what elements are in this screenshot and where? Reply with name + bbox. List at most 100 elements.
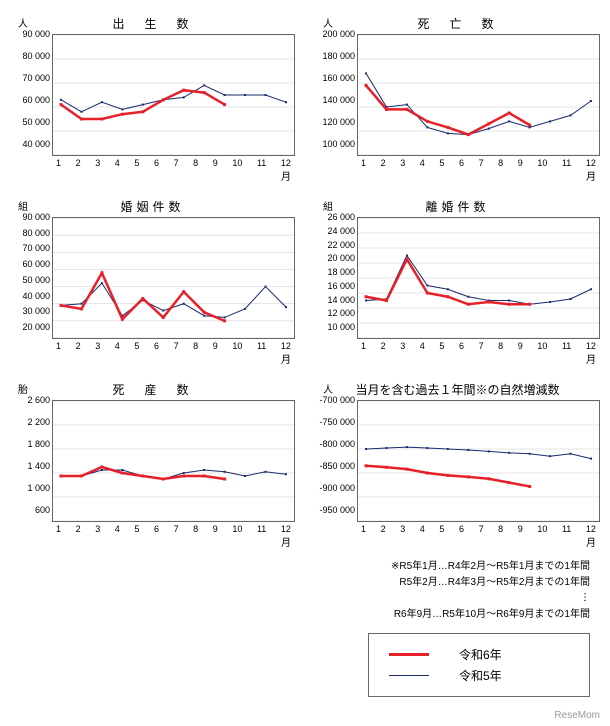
x-tick: 7 (174, 158, 179, 168)
y-tick: 16 000 (315, 281, 355, 291)
chart-area (357, 400, 600, 522)
y-tick: 12 000 (315, 308, 355, 318)
x-tick: 1 (361, 158, 366, 168)
chart-area (52, 217, 295, 339)
x-tick: 5 (134, 158, 139, 168)
y-tick: 40 000 (10, 291, 50, 301)
x-tick: 4 (420, 158, 425, 168)
x-tick: 9 (213, 158, 218, 168)
x-tick: 11 (562, 341, 571, 351)
y-tick: 10 000 (315, 322, 355, 332)
y-tick: 1 800 (10, 439, 50, 449)
y-tick: 180 000 (315, 51, 355, 61)
x-tick: 6 (459, 524, 464, 534)
x-tick: 8 (498, 158, 503, 168)
x-tick: 5 (439, 158, 444, 168)
x-tick: 1 (56, 341, 61, 351)
unit-label: 人 (323, 15, 333, 30)
y-tick: -850 000 (315, 461, 355, 471)
x-unit: 月 (10, 351, 291, 366)
x-tick: 5 (134, 341, 139, 351)
x-tick: 1 (361, 524, 366, 534)
x-tick: 8 (498, 524, 503, 534)
x-tick: 2 (76, 341, 81, 351)
x-tick: 6 (154, 158, 159, 168)
x-tick: 10 (537, 341, 547, 351)
x-tick: 12 (586, 341, 596, 351)
x-tick: 1 (56, 158, 61, 168)
y-tick: -750 000 (315, 417, 355, 427)
watermark: ReseMom (554, 710, 600, 721)
y-tick: 60 000 (10, 259, 50, 269)
x-tick: 12 (281, 341, 291, 351)
x-tick: 2 (381, 524, 386, 534)
x-tick: 7 (174, 341, 179, 351)
y-tick: 50 000 (10, 117, 50, 127)
x-tick: 6 (459, 341, 464, 351)
x-tick: 7 (174, 524, 179, 534)
x-tick: 2 (381, 341, 386, 351)
x-tick: 12 (281, 524, 291, 534)
x-tick: 7 (479, 524, 484, 534)
x-tick: 7 (479, 341, 484, 351)
x-tick: 9 (518, 524, 523, 534)
x-tick: 10 (232, 158, 242, 168)
chart-title: 死 亡 数 (315, 15, 600, 32)
unit-label: 胎 (18, 381, 28, 396)
x-tick: 4 (420, 341, 425, 351)
x-tick: 7 (479, 158, 484, 168)
chart-title: 出 生 数 (10, 15, 295, 32)
unit-label: 人 (323, 381, 333, 396)
x-tick: 11 (257, 341, 266, 351)
footnote-3: ︙ (10, 591, 590, 607)
y-tick: 80 000 (10, 228, 50, 238)
unit-label: 組 (18, 198, 28, 213)
y-tick: 80 000 (10, 51, 50, 61)
unit-label: 組 (323, 198, 333, 213)
x-tick: 1 (361, 341, 366, 351)
x-tick: 8 (193, 158, 198, 168)
y-tick: 90 000 (10, 29, 50, 39)
y-tick: 20 000 (10, 322, 50, 332)
x-tick: 2 (76, 524, 81, 534)
x-tick: 8 (498, 341, 503, 351)
x-tick: 5 (134, 524, 139, 534)
x-tick: 11 (562, 524, 571, 534)
y-tick: 26 000 (315, 212, 355, 222)
x-tick: 5 (439, 524, 444, 534)
legend: 令和6年 令和5年 (368, 633, 590, 697)
x-unit: 月 (10, 534, 291, 549)
x-tick: 8 (193, 524, 198, 534)
y-tick: 2 600 (10, 395, 50, 405)
chart-title: 死 産 数 (10, 381, 295, 398)
footnote-4: R6年9月…R5年10月～R6年9月までの1年間 (10, 607, 590, 623)
y-tick: 90 000 (10, 212, 50, 222)
x-tick: 5 (439, 341, 444, 351)
x-tick: 12 (281, 158, 291, 168)
y-tick: 30 000 (10, 306, 50, 316)
y-tick: 160 000 (315, 73, 355, 83)
x-tick: 4 (420, 524, 425, 534)
x-unit: 月 (315, 534, 596, 549)
x-tick: 1 (56, 524, 61, 534)
chart-area (52, 400, 295, 522)
y-tick: 60 000 (10, 95, 50, 105)
x-tick: 2 (381, 158, 386, 168)
chart-title: 離婚件数 (315, 198, 600, 215)
x-tick: 3 (95, 524, 100, 534)
y-tick: 70 000 (10, 73, 50, 83)
y-tick: 2 200 (10, 417, 50, 427)
y-tick: -900 000 (315, 483, 355, 493)
chart-title: 当月を含む過去１年間※の自然増減数 (315, 381, 600, 398)
x-tick: 9 (213, 524, 218, 534)
x-tick: 11 (257, 524, 266, 534)
y-tick: 120 000 (315, 117, 355, 127)
legend-blue-label: 令和5年 (459, 667, 502, 684)
x-tick: 4 (115, 158, 120, 168)
x-tick: 4 (115, 341, 120, 351)
x-tick: 2 (76, 158, 81, 168)
y-tick: 1 400 (10, 461, 50, 471)
y-tick: 50 000 (10, 275, 50, 285)
y-tick: 140 000 (315, 95, 355, 105)
x-tick: 10 (537, 158, 547, 168)
